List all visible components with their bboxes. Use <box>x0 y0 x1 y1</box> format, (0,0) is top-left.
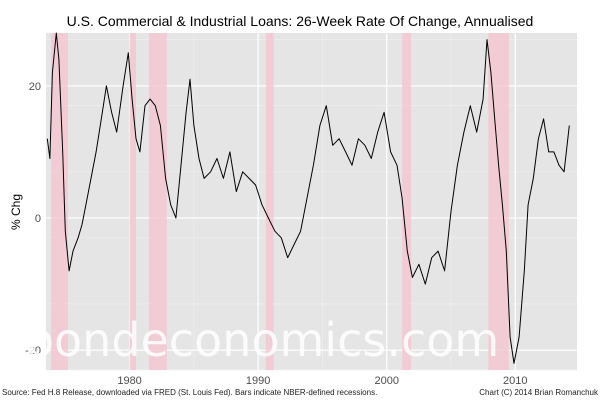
plot-area: -20 0 20 1980 1990 2000 2010 <box>25 32 577 387</box>
y-tick-label: 0 <box>35 213 41 225</box>
recession-bar <box>129 33 136 370</box>
recession-bar <box>402 33 412 370</box>
footer-source: Source: Fed H.8 Release, downloaded via … <box>2 388 377 397</box>
y-tick-label: 20 <box>29 81 41 93</box>
x-tick-label: 2010 <box>503 375 527 387</box>
x-tick-label: 1990 <box>246 375 270 387</box>
loan-growth-line <box>46 32 570 364</box>
recession-bar <box>148 33 167 370</box>
chart-title: U.S. Commercial & Industrial Loans: 26-W… <box>67 13 534 29</box>
recession-bar <box>488 33 509 370</box>
y-axis-title: % Chg <box>9 194 23 230</box>
x-tick-label: 2000 <box>374 375 398 387</box>
footer-credit: Chart (C) 2014 Brian Romanchuk <box>479 388 599 397</box>
recession-bar <box>51 33 68 370</box>
x-tick-label: 1980 <box>117 375 141 387</box>
y-tick-label: -20 <box>25 345 41 357</box>
recession-bar <box>265 33 274 370</box>
watermark: bondeconomics.com <box>25 313 499 367</box>
